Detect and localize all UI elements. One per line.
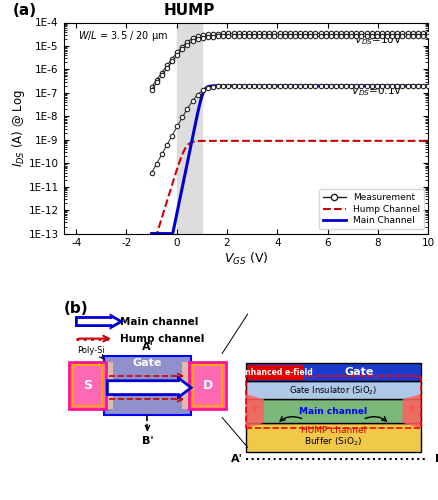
Bar [193, 366, 222, 406]
Bar [103, 362, 113, 409]
Bar [177, 22, 201, 234]
Text: Enhanced e-field: Enhanced e-field [239, 368, 311, 376]
FancyArrow shape [76, 316, 121, 328]
Bar [182, 362, 191, 409]
Text: Gate Insulator (SiO$_2$): Gate Insulator (SiO$_2$) [289, 384, 377, 396]
Bar [189, 362, 225, 409]
Text: D: D [202, 379, 212, 392]
Text: Main channel: Main channel [299, 406, 367, 416]
Bar [245, 376, 420, 428]
Bar [245, 363, 420, 381]
Text: A': A' [141, 342, 153, 352]
Bar [103, 356, 191, 416]
Polygon shape [402, 394, 420, 428]
Text: B': B' [434, 454, 438, 464]
Text: Buffer (SiO$_2$): Buffer (SiO$_2$) [304, 436, 361, 448]
Text: $V_{DS}$=0.1V: $V_{DS}$=0.1V [350, 84, 402, 98]
Bar [245, 400, 420, 423]
Text: (b): (b) [64, 302, 88, 316]
Text: Gate: Gate [344, 367, 373, 377]
Text: HUMP: HUMP [163, 4, 215, 18]
Legend: Measurement, Hump Channel, Main Channel: Measurement, Hump Channel, Main Channel [318, 190, 423, 229]
Bar [69, 362, 105, 409]
Text: A': A' [230, 454, 242, 464]
Text: Gate: Gate [132, 358, 162, 368]
Text: HUMP channel: HUMP channel [300, 426, 365, 436]
X-axis label: $V_{GS}$ (V): $V_{GS}$ (V) [223, 251, 268, 268]
Bar [247, 365, 304, 380]
Y-axis label: $I_{DS}$ (A) @ Log: $I_{DS}$ (A) @ Log [10, 89, 27, 167]
Bar [245, 381, 420, 400]
Text: $W/L$ = 3.5 / 20 μm: $W/L$ = 3.5 / 20 μm [78, 29, 168, 43]
Text: Poly-Si: Poly-Si [77, 346, 105, 354]
Text: (a): (a) [13, 4, 37, 18]
FancyArrow shape [107, 378, 191, 397]
Bar [73, 366, 102, 406]
Text: Main channel: Main channel [120, 316, 198, 326]
Text: Hump channel: Hump channel [120, 334, 204, 344]
Bar [245, 423, 420, 452]
Text: B': B' [141, 436, 153, 446]
Text: $V_{DS}$=10V: $V_{DS}$=10V [353, 34, 402, 48]
Polygon shape [245, 394, 264, 428]
Text: S: S [83, 379, 92, 392]
